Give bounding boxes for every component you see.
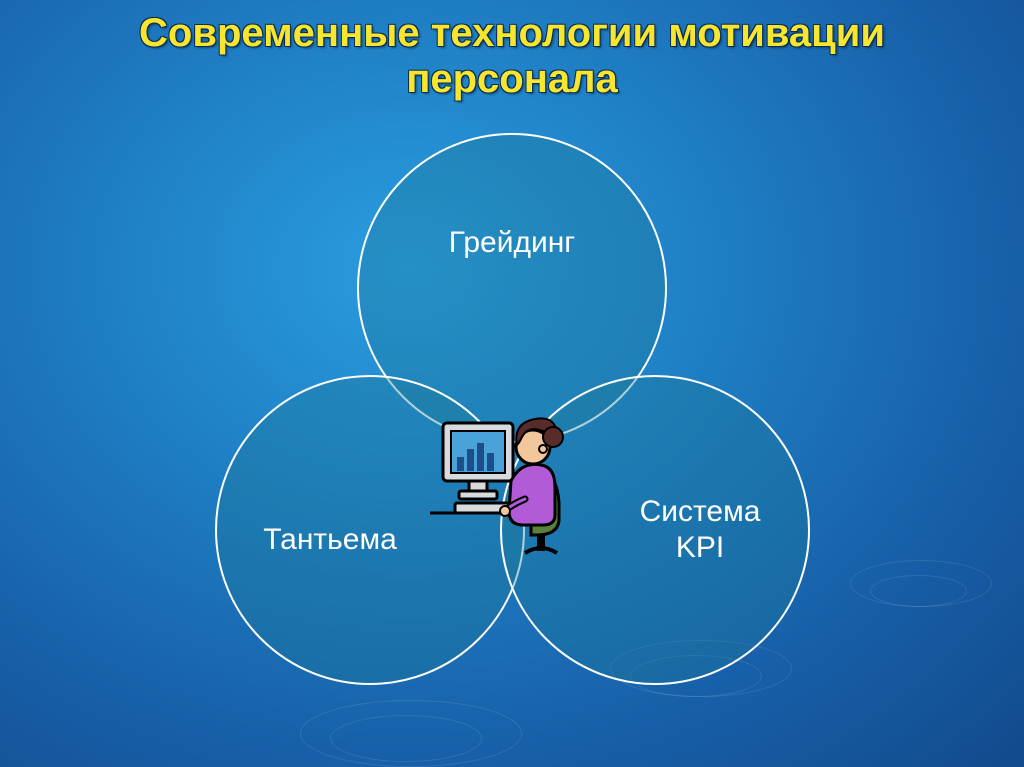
slide: Современные технологии мотивации персона… <box>0 0 1024 767</box>
water-ripple <box>850 560 992 607</box>
circle-tantiema-label: Тантьема <box>263 522 397 558</box>
circle-tantiema: Тантьема <box>215 375 525 685</box>
circle-kpi: СистемаKPI <box>500 375 810 685</box>
water-ripple <box>870 575 967 607</box>
water-ripple <box>330 715 482 762</box>
circle-kpi-label: СистемаKPI <box>640 494 761 566</box>
slide-title: Современные технологии мотивации персона… <box>0 10 1024 102</box>
title-line-2: персонала <box>406 57 618 101</box>
title-line-1: Современные технологии мотивации <box>139 11 885 55</box>
water-ripple <box>300 700 522 767</box>
circle-grading-label: Грейдинг <box>449 225 575 261</box>
